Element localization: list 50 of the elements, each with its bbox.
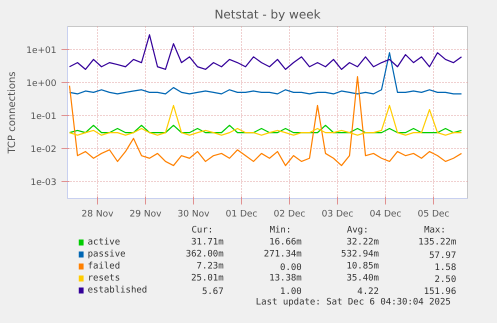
text: 4.22	[357, 287, 379, 297]
text: 25.01m	[191, 274, 224, 284]
line-series	[68, 52, 462, 94]
text: 2.50	[434, 275, 456, 285]
text: Last update: Sat Dec 6 04:30:04 2025	[256, 298, 451, 308]
x-tick-label: 02 Dec	[274, 210, 306, 220]
y-tick-label: 1e-01	[30, 112, 57, 122]
x-tick-label: 03 Dec	[322, 210, 354, 220]
legend-label: active	[88, 238, 120, 248]
text: 271.34m	[264, 250, 302, 260]
text: 16.66m	[269, 238, 302, 248]
y-axis-title: TCP connections	[7, 71, 18, 155]
text: 35.40m	[346, 274, 379, 284]
line-series	[68, 76, 462, 166]
x-tick-label: 01 Dec	[226, 210, 258, 220]
x-tick-label: 30 Nov	[178, 210, 210, 220]
text: 1.00	[280, 287, 302, 297]
y-tick-label: 1e+01	[26, 46, 57, 56]
text: 532.94m	[341, 250, 379, 260]
text: 5.67	[202, 287, 224, 297]
legend-label: failed	[88, 262, 120, 272]
text: 13.38m	[269, 274, 302, 284]
text: Max:	[424, 226, 446, 236]
x-tick-label: 04 Dec	[370, 210, 402, 220]
legend-label: established	[88, 286, 148, 296]
x-tick-label: 05 Dec	[418, 210, 450, 220]
text: 57.97	[429, 251, 456, 261]
text: Cur:	[192, 226, 214, 236]
text: 135.22m	[418, 238, 456, 248]
y-tick-label: 1e-02	[30, 144, 57, 155]
text: 31.71m	[191, 238, 224, 248]
x-tick-label: 29 Nov	[130, 210, 162, 220]
text: Avg:	[346, 226, 369, 236]
text: 10.85m	[346, 262, 379, 272]
text: 1.58	[434, 263, 456, 273]
line-series	[68, 34, 462, 70]
text: 0.00	[280, 263, 302, 273]
text: 32.22m	[346, 238, 379, 248]
line-series	[68, 124, 462, 134]
line-series	[68, 104, 462, 136]
chart-title: Netstat - by week	[214, 8, 321, 22]
legend-label: passive	[88, 250, 126, 260]
x-tick-label: 28 Nov	[82, 210, 114, 220]
text: Min:	[270, 226, 292, 236]
text: 362.00m	[186, 250, 224, 260]
y-tick-label: 1e-03	[30, 178, 57, 188]
text: 151.96	[424, 287, 456, 297]
y-tick-label: 1e+00	[26, 78, 57, 89]
text: 7.23m	[196, 262, 224, 272]
legend-label: resets	[88, 274, 120, 284]
